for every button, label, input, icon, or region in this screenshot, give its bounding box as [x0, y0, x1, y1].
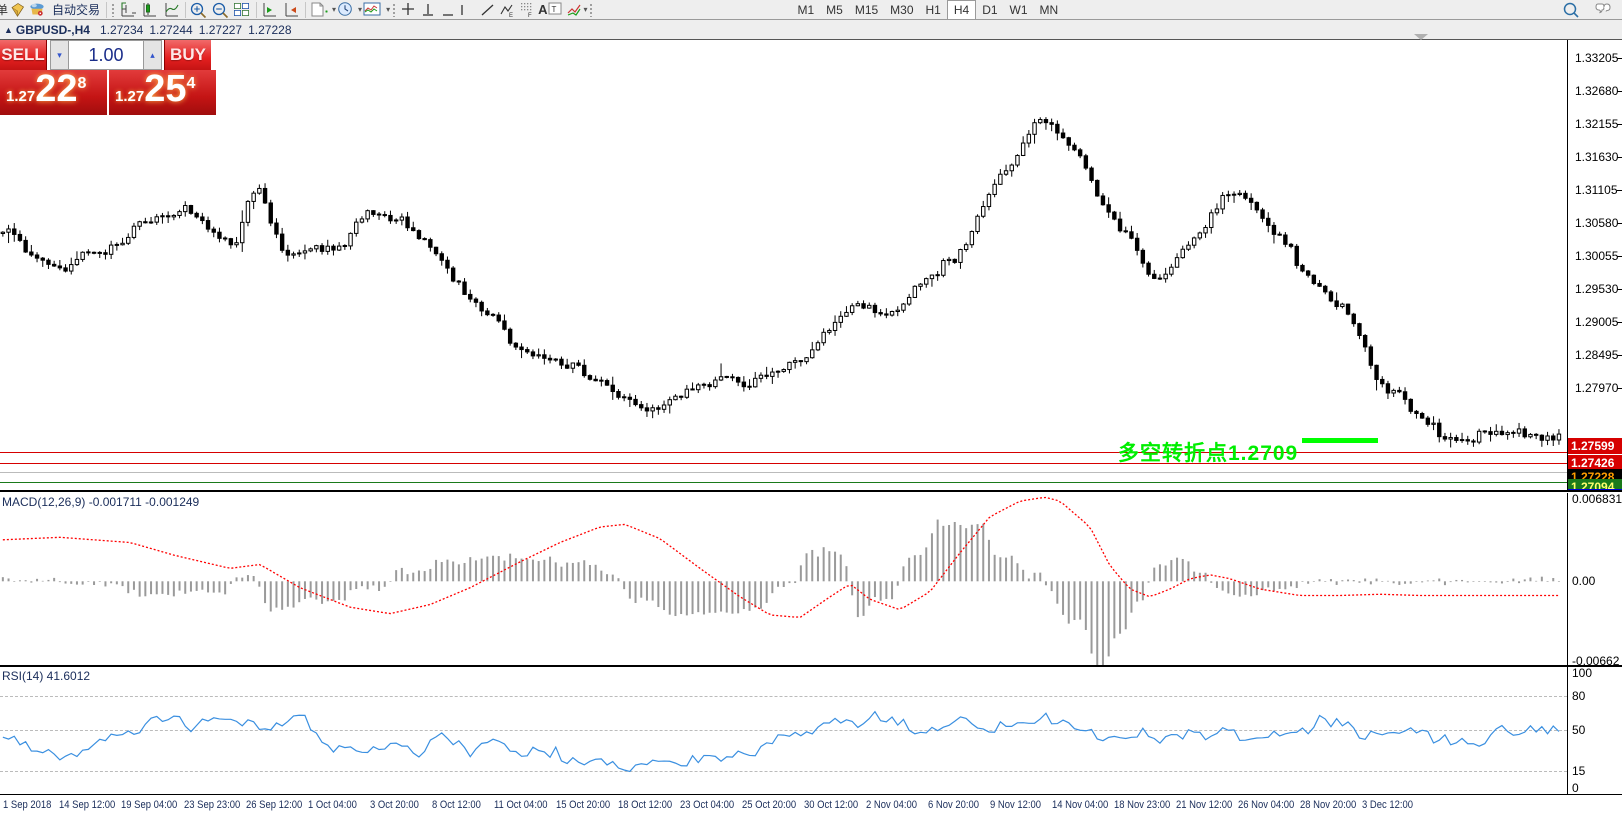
svg-text:F: F [528, 13, 532, 19]
svg-text:T: T [552, 5, 557, 14]
svg-text:E: E [509, 13, 513, 19]
